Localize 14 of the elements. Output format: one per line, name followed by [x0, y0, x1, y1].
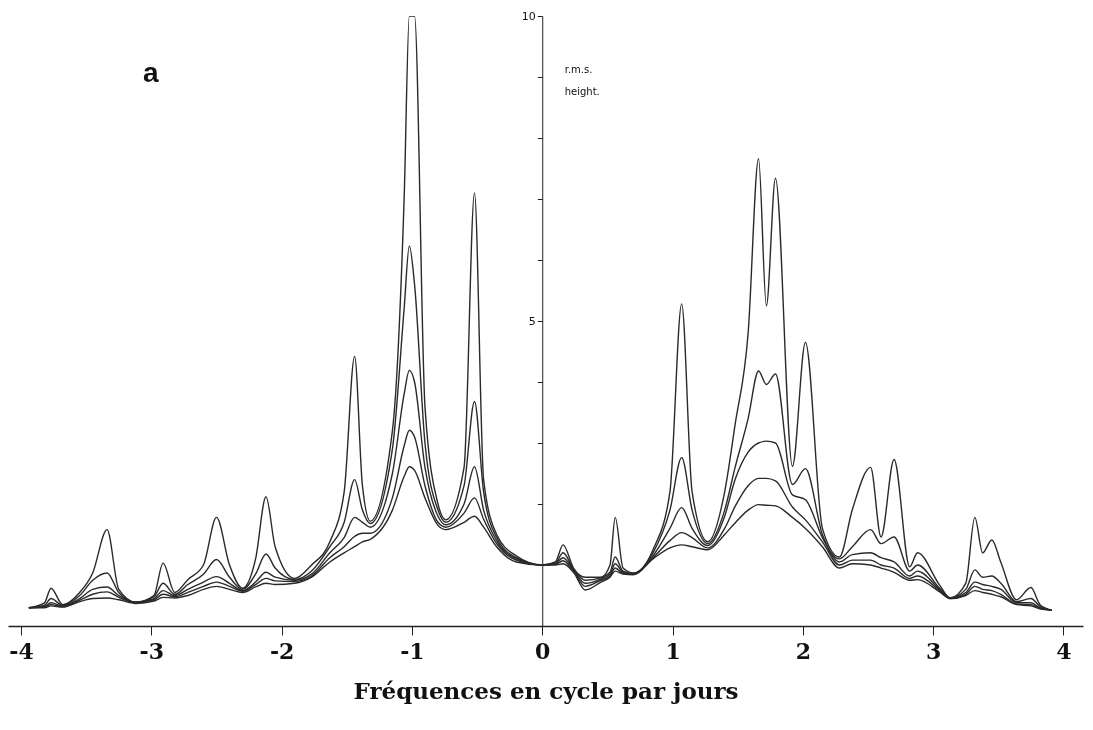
x-tick-label: 2 [795, 637, 811, 664]
y-tick-label: 5 [528, 314, 536, 328]
x-tick-label: -3 [139, 637, 165, 664]
x-tick-label: -4 [9, 637, 34, 664]
x-tick-label: 0 [535, 637, 551, 664]
y-tick-label: 10 [521, 9, 536, 23]
x-tick-label: 4 [1056, 637, 1072, 664]
x-tick-label: -1 [400, 637, 425, 664]
x-tick-label: 3 [926, 637, 942, 664]
annotation: a [143, 57, 159, 88]
y-axis-title: r.m.s. height. [564, 63, 600, 97]
x-tick-label: -2 [269, 637, 295, 664]
x-axis-title: Fréquences en cycle par jours [353, 676, 739, 704]
x-tick-label: 1 [665, 637, 681, 664]
